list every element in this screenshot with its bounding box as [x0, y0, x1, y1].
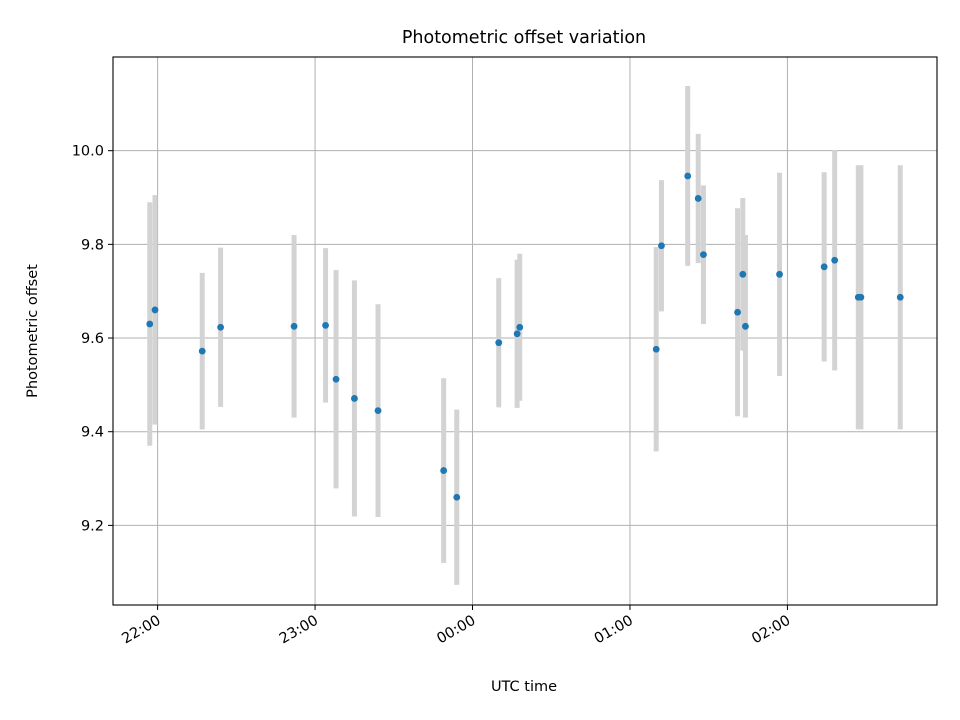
- data-point: [146, 320, 154, 328]
- data-point: [700, 251, 707, 259]
- data-point: [217, 323, 224, 331]
- y-tick-label: 9.4: [81, 425, 104, 441]
- data-point: [513, 330, 521, 338]
- data-point: [896, 293, 904, 301]
- data-point: [820, 263, 828, 271]
- data-point: [734, 308, 741, 316]
- data-point: [374, 407, 382, 415]
- y-tick-label: 9.8: [81, 237, 104, 253]
- data-point: [332, 375, 340, 383]
- data-point: [857, 293, 865, 301]
- y-axis: 9.2 9.4 9.6 9.8 10.0: [72, 144, 113, 534]
- plot-frame: [112, 56, 938, 606]
- data-point: [684, 172, 692, 180]
- data-point: [739, 270, 747, 278]
- data-point: [652, 345, 660, 353]
- grid: [113, 57, 937, 605]
- data-point: [440, 467, 448, 474]
- data-point: [290, 322, 298, 330]
- y-tick-label: 9.6: [81, 331, 104, 347]
- data-point: [495, 339, 503, 347]
- data-point: [151, 306, 159, 314]
- data-point: [198, 347, 206, 355]
- data-point: [658, 242, 665, 250]
- y-tick-label: 9.2: [81, 518, 104, 534]
- chart-title: Photometric offset variation: [402, 28, 646, 48]
- y-axis-label: Photometric offset: [25, 264, 41, 398]
- y-tick-label: 10.0: [72, 144, 104, 160]
- data-point: [831, 256, 839, 264]
- data-points: [146, 172, 904, 501]
- data-point: [776, 270, 783, 278]
- data-point: [453, 493, 461, 501]
- data-point: [351, 395, 358, 402]
- x-axis-label: UTC time: [491, 679, 557, 695]
- data-point: [322, 321, 329, 329]
- data-point: [694, 195, 702, 202]
- data-point: [516, 323, 524, 331]
- data-point: [742, 322, 749, 330]
